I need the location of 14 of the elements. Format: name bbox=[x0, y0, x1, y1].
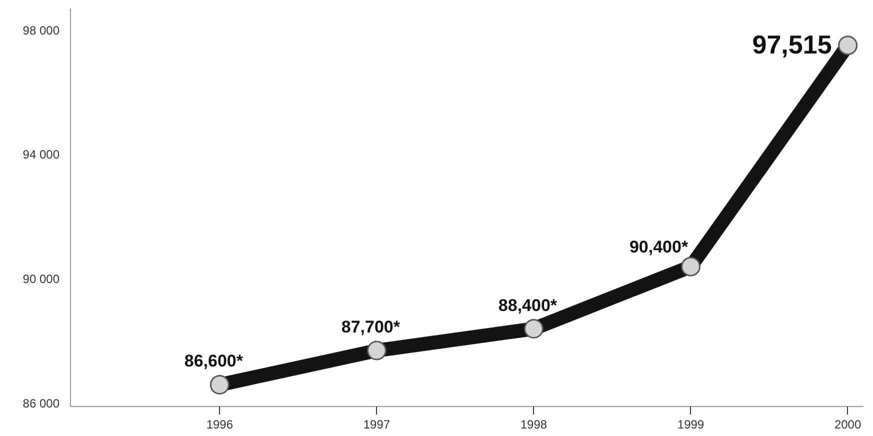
x-tick-label: 1997 bbox=[363, 418, 390, 432]
data-label: 86,600* bbox=[184, 352, 244, 371]
data-label: 97,515 bbox=[752, 29, 832, 60]
y-tick-label: 90 000 bbox=[22, 272, 60, 286]
x-tick-label: 1996 bbox=[206, 418, 234, 432]
x-tick-label: 2000 bbox=[834, 418, 862, 432]
y-tick-label: 86 000 bbox=[22, 396, 60, 410]
y-tick-label: 98 000 bbox=[22, 23, 60, 38]
x-tick-label: 1998 bbox=[520, 418, 548, 432]
data-label: 88,400* bbox=[498, 296, 558, 315]
data-label: 87,700* bbox=[341, 318, 400, 337]
y-tick-label: 94 000 bbox=[22, 148, 60, 162]
x-tick-label: 1999 bbox=[677, 418, 704, 432]
data-label: 90,400* bbox=[629, 238, 688, 257]
